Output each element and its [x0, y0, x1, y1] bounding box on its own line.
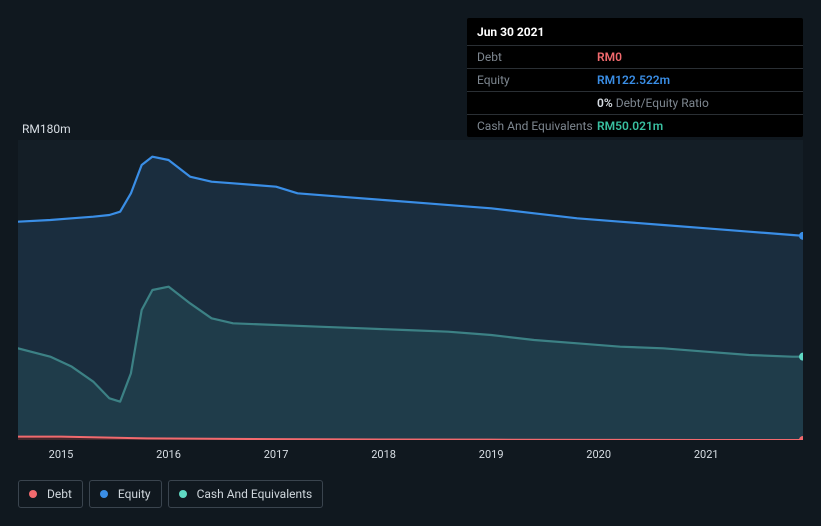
- tooltip-label-equity: Equity: [477, 73, 597, 87]
- legend-dot-cash: [179, 490, 187, 498]
- legend-label-cash: Cash And Equivalents: [197, 487, 313, 501]
- chart-root: Jun 30 2021 Debt RM0 Equity RM122.522m 0…: [0, 0, 821, 526]
- legend-item-debt[interactable]: Debt: [18, 480, 83, 508]
- tooltip-row-cash: Cash And Equivalents RM50.021m: [467, 114, 803, 137]
- tooltip-value-equity: RM122.522m: [597, 73, 670, 87]
- chart-plot-area[interactable]: [18, 140, 803, 440]
- tooltip-value-debt: RM0: [597, 50, 622, 64]
- tooltip-title: Jun 30 2021: [467, 18, 803, 45]
- legend-dot-debt: [29, 490, 37, 498]
- x-tick-2018: 2018: [371, 448, 396, 461]
- legend-item-cash[interactable]: Cash And Equivalents: [168, 480, 324, 508]
- x-tick-2017: 2017: [264, 448, 289, 461]
- tooltip-label-debt: Debt: [477, 50, 597, 64]
- x-tick-2019: 2019: [479, 448, 504, 461]
- ratio-suffix: Debt/Equity Ratio: [613, 96, 709, 110]
- x-axis: 2015 2016 2017 2018 2019 2020 2021: [18, 448, 803, 464]
- x-tick-2015: 2015: [49, 448, 74, 461]
- ratio-percent: 0%: [597, 96, 613, 110]
- tooltip-label-ratio: [477, 96, 597, 110]
- tooltip-row-debt: Debt RM0: [467, 45, 803, 68]
- tooltip-row-ratio: 0% Debt/Equity Ratio: [467, 91, 803, 114]
- legend-label-debt: Debt: [47, 487, 72, 501]
- x-tick-2021: 2021: [694, 448, 719, 461]
- legend-dot-equity: [100, 490, 108, 498]
- x-tick-2020: 2020: [586, 448, 611, 461]
- chart-tooltip: Jun 30 2021 Debt RM0 Equity RM122.522m 0…: [467, 18, 803, 137]
- tooltip-value-cash: RM50.021m: [597, 119, 663, 133]
- tooltip-label-cash: Cash And Equivalents: [477, 119, 597, 133]
- chart-svg: [18, 140, 803, 440]
- legend-label-equity: Equity: [118, 487, 151, 501]
- legend-item-equity[interactable]: Equity: [89, 480, 162, 508]
- y-tick-max: RM180m: [22, 122, 71, 136]
- tooltip-row-equity: Equity RM122.522m: [467, 68, 803, 91]
- x-tick-2016: 2016: [156, 448, 181, 461]
- legend: Debt Equity Cash And Equivalents: [18, 480, 323, 508]
- tooltip-value-ratio: 0% Debt/Equity Ratio: [597, 96, 709, 110]
